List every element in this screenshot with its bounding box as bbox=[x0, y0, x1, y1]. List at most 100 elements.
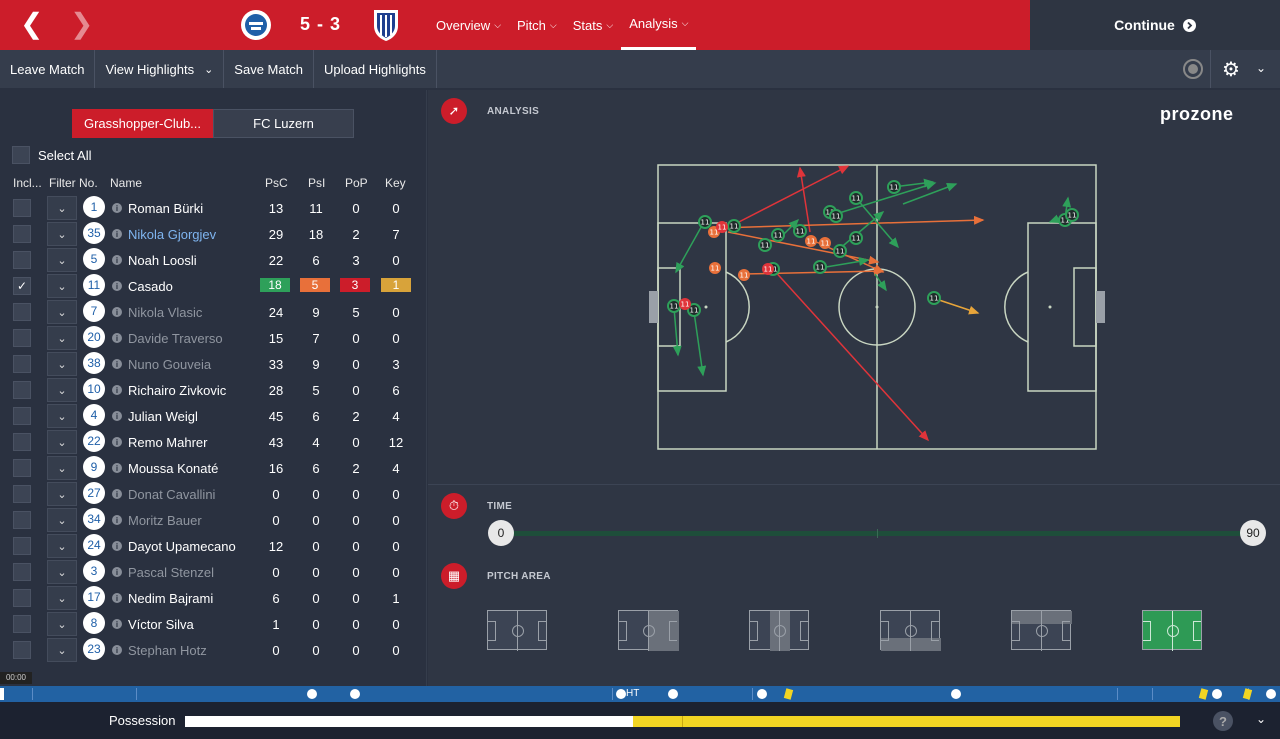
goal-ball-icon[interactable] bbox=[307, 689, 317, 699]
table-row[interactable]: ⌄ 24 i Dayot Upamecano 12 0 0 0 bbox=[8, 533, 416, 559]
info-icon[interactable]: i bbox=[112, 281, 122, 291]
include-checkbox[interactable] bbox=[13, 537, 31, 555]
table-row[interactable]: ⌄ 4 i Julian Weigl 45 6 2 4 bbox=[8, 403, 416, 429]
leave-match-button[interactable]: Leave Match bbox=[0, 50, 96, 88]
col-pop[interactable]: PoP bbox=[345, 176, 368, 190]
info-icon[interactable]: i bbox=[112, 541, 122, 551]
yellow-card-icon[interactable] bbox=[1242, 688, 1253, 700]
goal-ball-icon[interactable] bbox=[951, 689, 961, 699]
include-checkbox[interactable] bbox=[13, 199, 31, 217]
include-checkbox[interactable] bbox=[13, 355, 31, 373]
player-name[interactable]: Stephan Hotz bbox=[128, 643, 207, 658]
time-range-slider[interactable] bbox=[497, 529, 1257, 538]
continue-button[interactable]: Continue bbox=[1030, 0, 1280, 50]
help-icon[interactable]: ? bbox=[1213, 711, 1233, 731]
table-row[interactable]: ⌄ 38 i Nuno Gouveia 33 9 0 3 bbox=[8, 351, 416, 377]
col-name[interactable]: Name bbox=[110, 176, 143, 190]
col-psc[interactable]: PsC bbox=[265, 176, 288, 190]
menu-analysis[interactable]: Analysis ⌵ bbox=[621, 0, 697, 50]
info-icon[interactable]: i bbox=[112, 359, 122, 369]
player-name[interactable]: Davide Traverso bbox=[128, 331, 223, 346]
include-checkbox[interactable] bbox=[13, 459, 31, 477]
view-highlights-dropdown[interactable]: View Highlights ⌄ bbox=[95, 50, 225, 88]
player-name[interactable]: Nikola Gjorgjev bbox=[128, 227, 217, 242]
filter-dropdown[interactable]: ⌄ bbox=[47, 300, 77, 324]
filter-dropdown[interactable]: ⌄ bbox=[47, 196, 77, 220]
filter-dropdown[interactable]: ⌄ bbox=[47, 430, 77, 454]
goal-ball-icon[interactable] bbox=[350, 689, 360, 699]
table-row[interactable]: ⌄ 1 i Roman Bürki 13 11 0 0 bbox=[8, 195, 416, 221]
filter-dropdown[interactable]: ⌄ bbox=[47, 326, 77, 350]
include-checkbox[interactable]: ✓ bbox=[13, 277, 31, 295]
filter-dropdown[interactable]: ⌄ bbox=[47, 274, 77, 298]
include-checkbox[interactable] bbox=[13, 407, 31, 425]
table-row[interactable]: ⌄ 9 i Moussa Konaté 16 6 2 4 bbox=[8, 455, 416, 481]
table-row[interactable]: ⌄ 3 i Pascal Stenzel 0 0 0 0 bbox=[8, 559, 416, 585]
info-icon[interactable]: i bbox=[112, 593, 122, 603]
record-icon[interactable] bbox=[1183, 59, 1203, 79]
match-timeline[interactable]: 00:00 HT bbox=[0, 672, 1280, 702]
table-row[interactable]: ⌄ 7 i Nikola Vlasic 24 9 5 0 bbox=[8, 299, 416, 325]
player-name[interactable]: Nedim Bajrami bbox=[128, 591, 214, 606]
table-row[interactable]: ⌄ 22 i Remo Mahrer 43 4 0 12 bbox=[8, 429, 416, 455]
include-checkbox[interactable] bbox=[13, 511, 31, 529]
yellow-card-icon[interactable] bbox=[1198, 688, 1209, 700]
filter-dropdown[interactable]: ⌄ bbox=[47, 404, 77, 428]
select-all-checkbox[interactable] bbox=[12, 146, 30, 164]
player-name[interactable]: Moritz Bauer bbox=[128, 513, 202, 528]
table-row[interactable]: ⌄ 10 i Richairo Zivkovic 28 5 0 6 bbox=[8, 377, 416, 403]
info-icon[interactable]: i bbox=[112, 333, 122, 343]
filter-dropdown[interactable]: ⌄ bbox=[47, 638, 77, 662]
tab-away-team[interactable]: FC Luzern bbox=[213, 109, 354, 138]
select-all[interactable]: Select All bbox=[12, 146, 91, 164]
goal-ball-icon[interactable] bbox=[668, 689, 678, 699]
forward-arrow-icon[interactable]: ❯ bbox=[70, 8, 94, 39]
info-icon[interactable]: i bbox=[112, 567, 122, 577]
info-icon[interactable]: i bbox=[112, 645, 122, 655]
include-checkbox[interactable] bbox=[13, 641, 31, 659]
filter-dropdown[interactable]: ⌄ bbox=[47, 352, 77, 376]
tab-home-team[interactable]: Grasshopper-Club... bbox=[72, 109, 213, 138]
filter-dropdown[interactable]: ⌄ bbox=[47, 248, 77, 272]
info-icon[interactable]: i bbox=[112, 385, 122, 395]
upload-highlights-button[interactable]: Upload Highlights bbox=[314, 50, 437, 88]
player-name[interactable]: Nikola Vlasic bbox=[128, 305, 203, 320]
col-psi[interactable]: PsI bbox=[308, 176, 326, 190]
table-row[interactable]: ⌄ 5 i Noah Loosli 22 6 3 0 bbox=[8, 247, 416, 273]
table-row[interactable]: ✓ ⌄ 11 i Casado 18 5 3 1 bbox=[8, 273, 416, 299]
col-no[interactable]: No. bbox=[79, 176, 98, 190]
filter-dropdown[interactable]: ⌄ bbox=[47, 586, 77, 610]
info-icon[interactable]: i bbox=[112, 203, 122, 213]
include-checkbox[interactable] bbox=[13, 589, 31, 607]
yellow-card-icon[interactable] bbox=[783, 688, 794, 700]
player-name[interactable]: Noah Loosli bbox=[128, 253, 197, 268]
table-row[interactable]: ⌄ 17 i Nedim Bajrami 6 0 0 1 bbox=[8, 585, 416, 611]
goal-ball-icon[interactable] bbox=[1212, 689, 1222, 699]
pitch-area-option[interactable] bbox=[1142, 610, 1202, 651]
col-incl[interactable]: Incl... bbox=[13, 176, 42, 190]
pitch-area-option[interactable] bbox=[618, 610, 679, 651]
filter-dropdown[interactable]: ⌄ bbox=[47, 222, 77, 246]
player-name[interactable]: Donat Cavallini bbox=[128, 487, 216, 502]
goal-ball-icon[interactable] bbox=[757, 689, 767, 699]
player-name[interactable]: Nuno Gouveia bbox=[128, 357, 212, 372]
info-icon[interactable]: i bbox=[112, 411, 122, 421]
include-checkbox[interactable] bbox=[13, 563, 31, 581]
include-checkbox[interactable] bbox=[13, 485, 31, 503]
info-icon[interactable]: i bbox=[112, 463, 122, 473]
table-row[interactable]: ⌄ 23 i Stephan Hotz 0 0 0 0 bbox=[8, 637, 416, 663]
player-name[interactable]: Víctor Silva bbox=[128, 617, 194, 632]
pitch-area-option[interactable] bbox=[880, 610, 941, 651]
back-arrow-icon[interactable]: ❮ bbox=[20, 8, 44, 39]
filter-dropdown[interactable]: ⌄ bbox=[47, 508, 77, 532]
info-icon[interactable]: i bbox=[112, 229, 122, 239]
filter-dropdown[interactable]: ⌄ bbox=[47, 534, 77, 558]
player-name[interactable]: Julian Weigl bbox=[128, 409, 198, 424]
filter-dropdown[interactable]: ⌄ bbox=[47, 482, 77, 506]
table-row[interactable]: ⌄ 8 i Víctor Silva 1 0 0 0 bbox=[8, 611, 416, 637]
info-icon[interactable]: i bbox=[112, 307, 122, 317]
menu-pitch[interactable]: Pitch ⌵ bbox=[517, 17, 557, 33]
info-icon[interactable]: i bbox=[112, 619, 122, 629]
table-row[interactable]: ⌄ 34 i Moritz Bauer 0 0 0 0 bbox=[8, 507, 416, 533]
player-name[interactable]: Richairo Zivkovic bbox=[128, 383, 227, 398]
